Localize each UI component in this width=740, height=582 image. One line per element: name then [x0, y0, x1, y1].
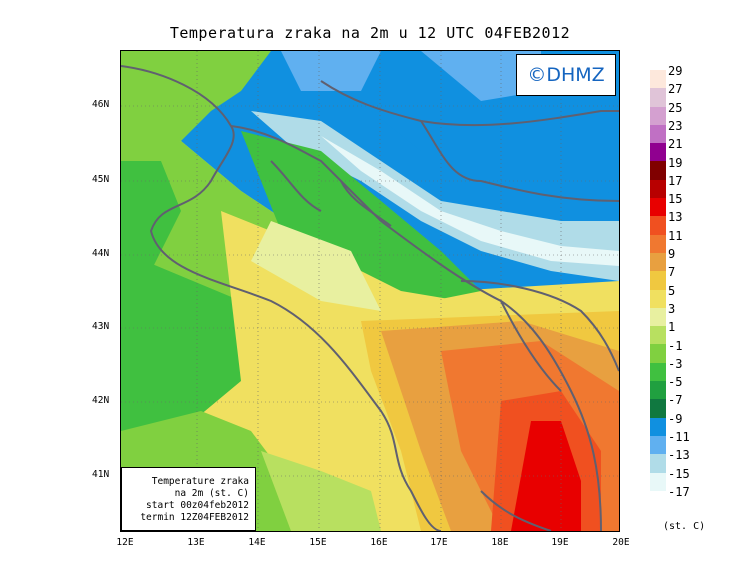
temperature-field [121, 51, 619, 531]
color-scale-label: -9 [668, 411, 683, 426]
color-scale-label: -17 [668, 484, 690, 499]
info-line-4: termin 12Z04FEB2012 [140, 512, 249, 523]
lat-label: 46N [92, 99, 110, 110]
lat-label: 42N [92, 395, 110, 406]
color-scale-label: 1 [668, 320, 676, 335]
color-swatch [650, 198, 666, 217]
color-swatch [650, 307, 666, 327]
color-scale-label: 13 [668, 210, 683, 225]
color-swatch [650, 271, 666, 290]
lon-label: 18E [491, 537, 509, 548]
color-scale-label: 7 [668, 265, 676, 280]
color-swatch [650, 381, 666, 400]
lon-label: 17E [430, 537, 448, 548]
lon-label: 20E [612, 537, 630, 548]
info-line-1: Temperature zraka [151, 476, 249, 487]
color-scale-label: -13 [668, 448, 690, 463]
lat-label: 43N [92, 321, 110, 332]
color-scale-label: 5 [668, 283, 676, 298]
color-swatch [650, 362, 666, 382]
lon-label: 14E [248, 537, 266, 548]
color-swatch [650, 289, 666, 308]
color-swatch [650, 143, 666, 162]
dhmz-logo: ©DHMZ [516, 54, 616, 96]
run-info-box: Temperature zraka na 2m (st. C) start 00… [121, 467, 256, 531]
temperature-map: ©DHMZ Temperature zraka na 2m (st. C) st… [120, 50, 620, 532]
color-swatch [650, 252, 666, 272]
color-swatch [650, 234, 666, 253]
color-swatch [650, 417, 666, 436]
lon-label: 19E [551, 537, 569, 548]
info-line-2: na 2m (st. C) [174, 488, 249, 499]
color-scale-label: -11 [668, 430, 690, 444]
color-scale-label: 11 [668, 228, 683, 243]
color-swatch [650, 179, 666, 199]
info-line-3: start 00z04feb2012 [146, 500, 249, 511]
color-scale-label: 17 [668, 173, 683, 188]
color-scale-bar [650, 70, 666, 491]
color-swatch [650, 124, 666, 144]
lon-label: 12E [116, 537, 134, 548]
color-scale-label: -1 [668, 338, 683, 353]
map-title: Temperatura zraka na 2m u 12 UTC 04FEB20… [169, 24, 571, 42]
color-scale-label: 29 [668, 64, 683, 78]
color-scale-label: 15 [668, 192, 683, 207]
color-swatch [650, 472, 666, 491]
color-scale-label: 9 [668, 247, 676, 261]
color-swatch [650, 88, 666, 107]
color-swatch [650, 70, 666, 89]
color-swatch [650, 399, 666, 418]
color-scale-label: 25 [668, 100, 683, 115]
color-scale-unit: (st. C) [663, 521, 706, 532]
color-swatch [650, 435, 666, 455]
lat-label: 44N [92, 248, 110, 259]
color-scale-label: -3 [668, 356, 683, 371]
color-scale-label: 23 [668, 118, 683, 133]
color-scale-label: 27 [668, 82, 683, 97]
color-swatch [650, 454, 666, 473]
lat-label: 41N [92, 469, 110, 480]
color-swatch [650, 106, 666, 125]
color-swatch [650, 326, 666, 345]
lon-label: 15E [309, 537, 327, 548]
lon-label: 16E [370, 537, 388, 548]
lon-label: 13E [187, 537, 205, 548]
lat-label: 45N [92, 174, 110, 185]
color-swatch [650, 216, 666, 235]
color-swatch [650, 344, 666, 363]
color-scale-label: 19 [668, 155, 683, 170]
color-swatch [650, 161, 666, 180]
color-scale-label: 3 [668, 301, 676, 316]
color-scale-label: 21 [668, 137, 683, 152]
color-scale-label: -15 [668, 466, 690, 481]
color-scale-label: -5 [668, 375, 683, 390]
color-scale-label: -7 [668, 393, 683, 408]
